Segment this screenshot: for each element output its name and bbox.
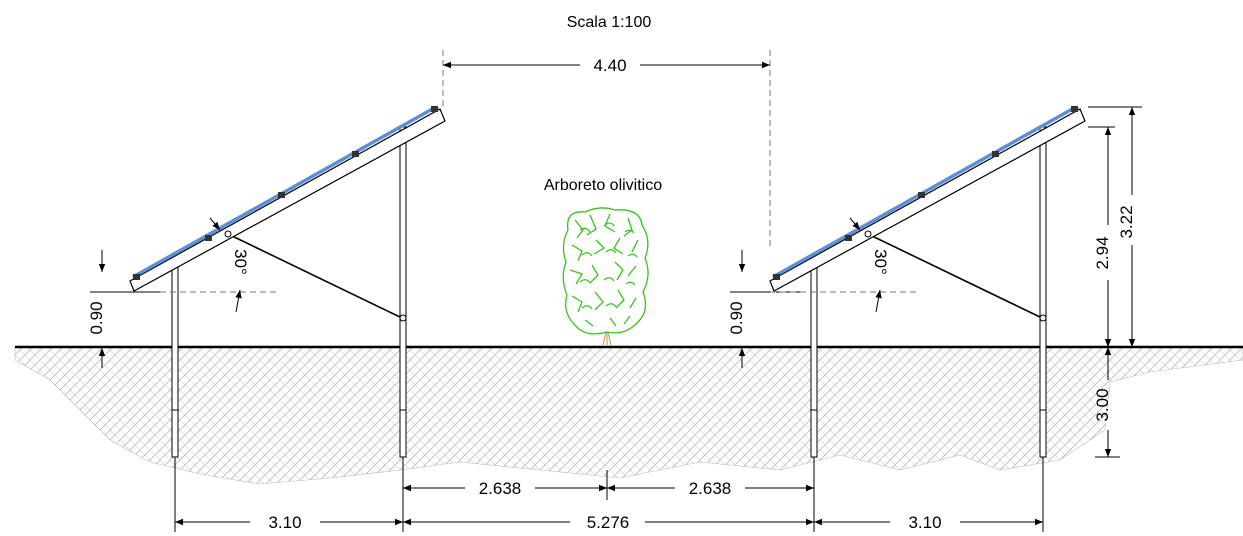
height-post-value: 2.94 [1093,236,1112,269]
right-clamp-5 [773,274,780,280]
dimension-right-heights: 2.94 3.22 3.00 [1088,106,1142,458]
right-span-value: 3.10 [908,513,941,532]
left-clamp-4 [205,235,212,241]
right-clamp-2 [992,151,999,157]
left-clamp-2 [352,151,359,157]
left-clamp-1 [431,106,438,112]
scale-title: Scala 1:100 [567,14,652,31]
right-brace-foot [1039,314,1047,322]
left-front-post [171,259,179,458]
right-clamp-1 [1071,106,1078,112]
left-rear-post [399,126,407,458]
height-total-value: 3.22 [1117,205,1136,238]
center-span-value: 5.276 [587,513,630,532]
center-clearance-value: 0.90 [727,301,746,334]
dimension-left-clearance: 0.90 [87,250,160,368]
right-diagonal-brace [867,233,1043,319]
right-brace-joint [864,230,872,238]
right-panel-frame [769,108,1086,292]
left-brace-foot [399,314,407,322]
tree-label: Arboreto olivitico [544,177,662,194]
left-clamp-5 [133,274,140,280]
half-gap-right-value: 2.638 [689,479,732,498]
right-front-post [810,259,818,458]
dim-value-4-40: 4.40 [593,56,626,75]
right-clamp-3 [918,192,925,198]
left-angle-label: 30° [231,249,250,275]
soil-area [14,346,1243,485]
right-rear-post [1039,126,1047,458]
left-span-value: 3.10 [268,513,301,532]
left-clamp-3 [278,192,285,198]
left-clearance-value: 0.90 [87,301,106,334]
half-gap-left-value: 2.638 [479,479,522,498]
left-brace-joint [224,230,232,238]
embed-depth-value: 3.00 [1093,388,1112,421]
dimension-bottom: 2.638 2.638 3.10 5.276 3.10 [174,457,1044,532]
left-pv-structure: 30° [129,105,446,458]
olive-tree: Arboreto olivitico [544,177,662,346]
left-diagonal-brace [227,233,403,319]
dimension-center-clearance: 0.90 [727,250,800,368]
left-panel-frame [129,108,446,292]
right-clamp-4 [845,235,852,241]
right-angle-label: 30° [871,249,890,275]
dimension-row-gap-top: 4.40 [442,50,771,250]
